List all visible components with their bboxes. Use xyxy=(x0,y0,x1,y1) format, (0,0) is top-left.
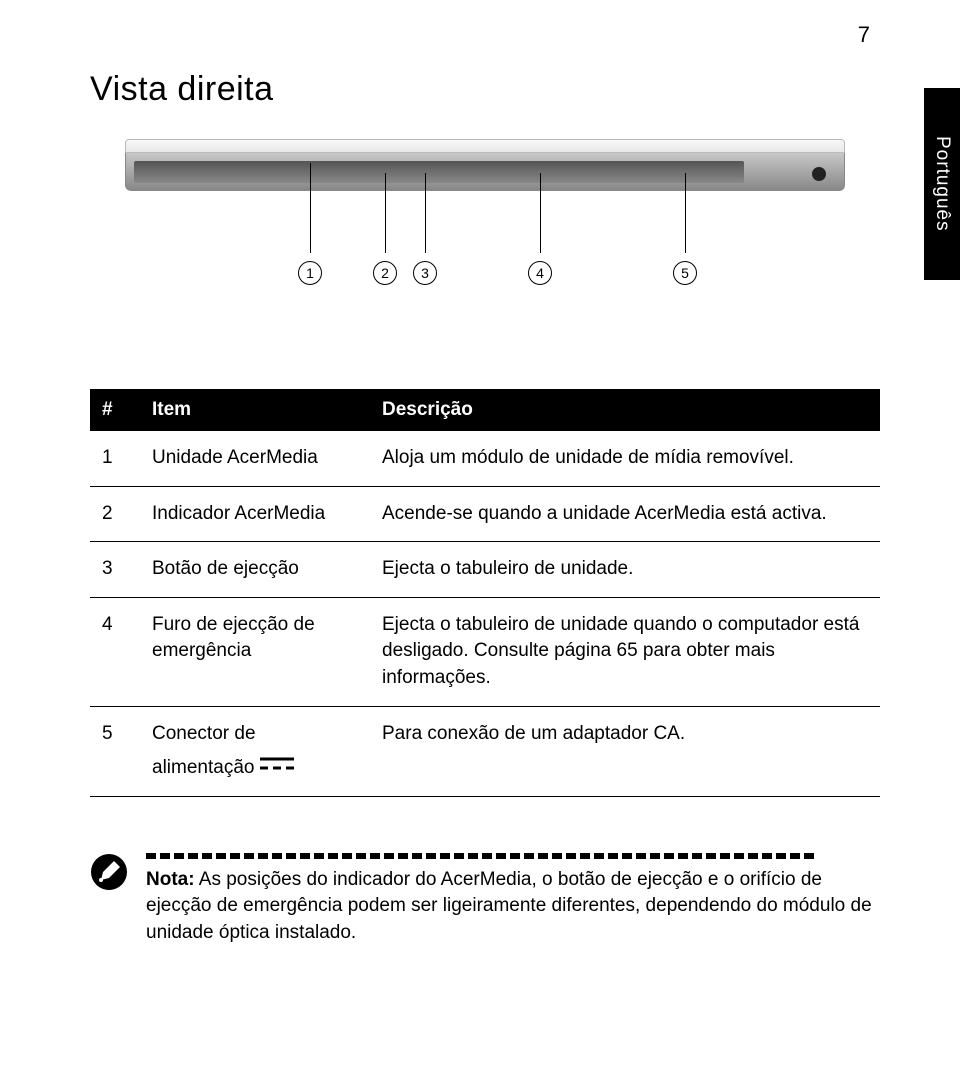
cell-num: 1 xyxy=(90,431,140,486)
description-table: # Item Descrição 1 Unidade AcerMedia Alo… xyxy=(90,389,880,797)
language-tab: Português xyxy=(924,88,960,280)
callout-2: 2 xyxy=(373,261,397,285)
pen-icon xyxy=(90,853,128,891)
table-row: 5 Conector de alimentação Para conexão d… xyxy=(90,706,880,796)
cell-num: 4 xyxy=(90,597,140,706)
page-number: 7 xyxy=(858,22,870,48)
callout-1: 1 xyxy=(298,261,322,285)
table-row: 2 Indicador AcerMedia Acende-se quando a… xyxy=(90,486,880,542)
dc-power-icon xyxy=(260,755,294,782)
note-text: Nota: As posições do indicador do AcerMe… xyxy=(146,867,880,947)
cell-item: Indicador AcerMedia xyxy=(140,486,370,542)
header-desc: Descrição xyxy=(370,389,880,431)
page-title: Vista direita xyxy=(90,70,880,109)
cell-num: 5 xyxy=(90,706,140,796)
header-item: Item xyxy=(140,389,370,431)
callout-5: 5 xyxy=(673,261,697,285)
callout-4: 4 xyxy=(528,261,552,285)
note-label: Nota: xyxy=(146,869,195,890)
table-row: 1 Unidade AcerMedia Aloja um módulo de u… xyxy=(90,431,880,486)
note-box: Nota: As posições do indicador do AcerMe… xyxy=(90,853,880,947)
cell-desc: Aloja um módulo de unidade de mídia remo… xyxy=(370,431,880,486)
cell-desc: Para conexão de um adaptador CA. xyxy=(370,706,880,796)
header-num: # xyxy=(90,389,140,431)
cell-item: Conector de alimentação xyxy=(140,706,370,796)
product-image-area: 1 2 3 4 5 xyxy=(125,139,845,369)
cell-item: Unidade AcerMedia xyxy=(140,431,370,486)
cell-desc: Ejecta o tabuleiro de unidade quando o c… xyxy=(370,597,880,706)
cell-num: 3 xyxy=(90,542,140,598)
cell-item: Botão de ejecção xyxy=(140,542,370,598)
table-row: 4 Furo de ejecção de emergência Ejecta o… xyxy=(90,597,880,706)
table-header-row: # Item Descrição xyxy=(90,389,880,431)
callout-number-row: 1 2 3 4 5 xyxy=(125,261,845,291)
callout-3: 3 xyxy=(413,261,437,285)
cell-num: 2 xyxy=(90,486,140,542)
cell-item-label: Conector de alimentação xyxy=(152,723,256,779)
callout-lines xyxy=(125,191,845,261)
cell-desc: Ejecta o tabuleiro de unidade. xyxy=(370,542,880,598)
note-body: As posições do indicador do AcerMedia, o… xyxy=(146,869,872,943)
note-content: Nota: As posições do indicador do AcerMe… xyxy=(146,853,880,947)
laptop-illustration xyxy=(125,139,845,191)
table-row: 3 Botão de ejecção Ejecta o tabuleiro de… xyxy=(90,542,880,598)
dashed-rule xyxy=(146,853,846,859)
cell-desc: Acende-se quando a unidade AcerMedia est… xyxy=(370,486,880,542)
cell-item: Furo de ejecção de emergência xyxy=(140,597,370,706)
